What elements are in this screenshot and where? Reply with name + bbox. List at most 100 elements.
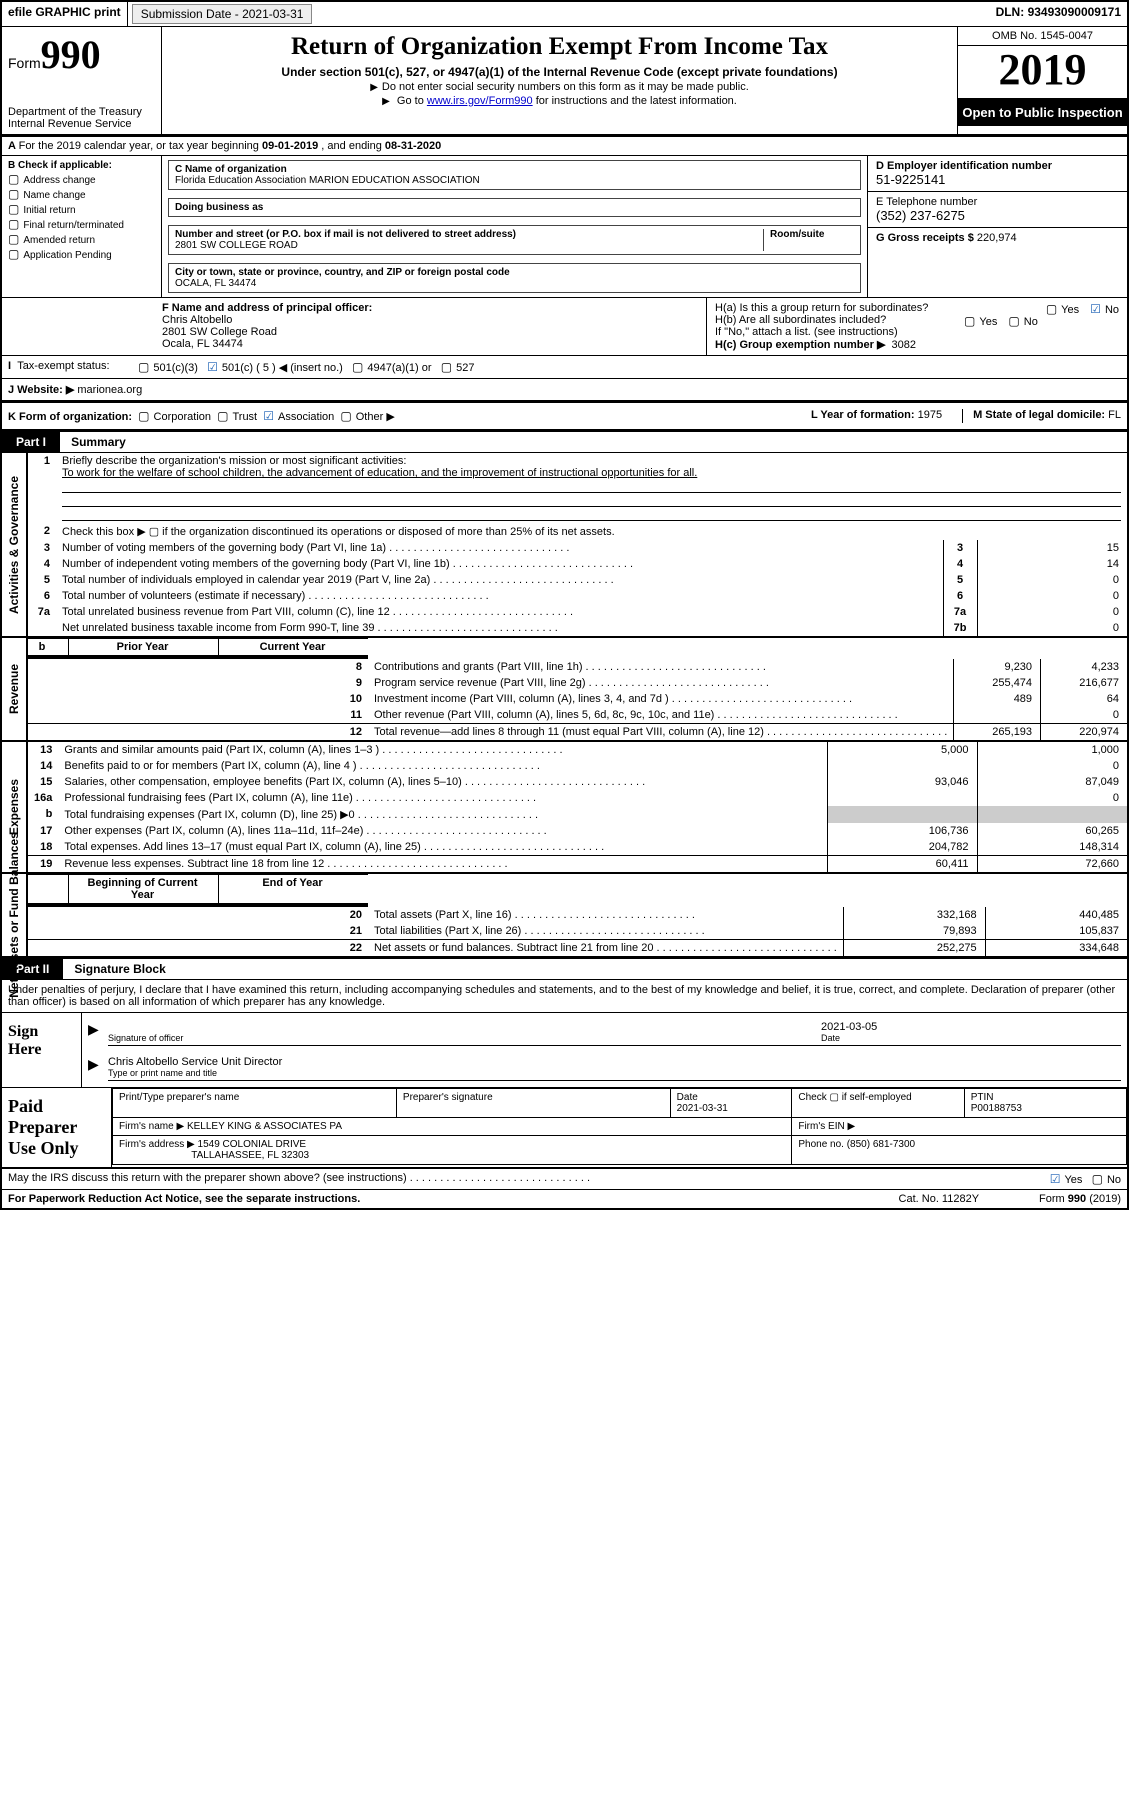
form-header: Form990 Department of the Treasury Inter… [2,27,1127,137]
penalty-statement: Under penalties of perjury, I declare th… [2,980,1127,1013]
line-6-desc: Total number of volunteers (estimate if … [56,588,943,604]
line-a: A For the 2019 calendar year, or tax yea… [2,137,1127,156]
street: 2801 SW COLLEGE ROAD [175,240,298,251]
line-7a-desc: Total unrelated business revenue from Pa… [56,604,943,620]
section-b: B Check if applicable: Address change Na… [2,156,162,297]
header-mid: Return of Organization Exempt From Incom… [162,27,957,134]
line-7a-val: 0 [977,604,1127,620]
row-k: K Form of organization: Corporation Trus… [2,403,1127,432]
chk-final-return[interactable]: Final return/terminated [8,217,155,231]
chk-initial-return[interactable]: Initial return [8,202,155,216]
ha-yes[interactable]: Yes [1046,304,1079,316]
prep-print-name: Print/Type preparer's name [113,1089,397,1118]
prep-sig: Preparer's signature [396,1089,670,1118]
org-name: Florida Education Association MARION EDU… [175,175,480,186]
note-ssn: Do not enter social security numbers on … [168,81,951,93]
line-11-desc: Other revenue (Part VIII, column (A), li… [368,707,954,724]
firm-name: Firm's name ▶ KELLEY KING & ASSOCIATES P… [113,1118,792,1136]
topbar: efile GRAPHIC print Submission Date - 20… [2,2,1127,27]
form-title: Return of Organization Exempt From Incom… [168,33,951,61]
chk-application-pending[interactable]: Application Pending [8,247,155,261]
line-5-val: 0 [977,572,1127,588]
form-990-page: efile GRAPHIC print Submission Date - 20… [0,0,1129,1210]
line-17-desc: Other expenses (Part IX, column (A), lin… [58,823,827,839]
discuss-row: May the IRS discuss this return with the… [2,1169,1127,1190]
form-number: Form990 [8,31,155,78]
m-state: M State of legal domicile: FL [963,409,1121,423]
discuss-yes[interactable]: Yes [1050,1174,1083,1186]
h-c: H(c) Group exemption number ▶ 3082 [715,338,1119,351]
prep-date: Date2021-03-31 [670,1089,792,1118]
ha-no[interactable]: No [1090,304,1119,316]
page-footer: For Paperwork Reduction Act Notice, see … [2,1190,1127,1208]
tax-year: 2019 [958,46,1127,99]
line-10-desc: Investment income (Part VIII, column (A)… [368,691,954,707]
line-5-desc: Total number of individuals employed in … [56,572,943,588]
line-8-desc: Contributions and grants (Part VIII, lin… [368,659,954,675]
h-note: If "No," attach a list. (see instruction… [715,326,1119,338]
line-3-val: 15 [977,540,1127,556]
l-year: L Year of formation: 1975 [811,409,963,423]
chk-amended-return[interactable]: Amended return [8,232,155,246]
firm-phone: Phone no. (850) 681-7300 [792,1136,1127,1165]
phone-block: E Telephone number (352) 237-6275 [868,192,1127,228]
row-f-h: F Name and address of principal officer:… [2,298,1127,356]
submission-date-button[interactable]: Submission Date - 2021-03-31 [132,4,313,24]
k-corp[interactable]: Corporation [138,411,211,423]
i-501c3[interactable]: 501(c)(3) [138,362,198,374]
line-21-desc: Total liabilities (Part X, line 26) [368,923,843,940]
sect-revenue: Revenue bPrior YearCurrent Year 8 Contri… [2,638,1127,742]
i-4947[interactable]: 4947(a)(1) or [352,362,432,374]
section-f: F Name and address of principal officer:… [2,298,707,355]
dept-treasury: Department of the Treasury Internal Reve… [8,106,155,130]
website: marionea.org [77,384,142,396]
street-block: Number and street (or P.O. box if mail i… [168,225,861,255]
line-b-desc: Total fundraising expenses (Part IX, col… [58,806,827,823]
ein-block: D Employer identification number 51-9225… [868,156,1127,192]
note-goto: Go to www.irs.gov/Form990 for instructio… [168,95,951,107]
prep-selfemp[interactable]: Check ▢ if self-employed [792,1089,964,1118]
firm-ein: Firm's EIN ▶ [792,1118,1127,1136]
i-501c[interactable]: 501(c) ( 5 ) ◀ (insert no.) [207,362,343,374]
part2-header: Part II Signature Block [2,959,1127,980]
mission: To work for the welfare of school childr… [62,467,697,479]
line-4-desc: Number of independent voting members of … [56,556,943,572]
org-name-block: C Name of organization Florida Education… [168,160,861,190]
i-527[interactable]: 527 [441,362,475,374]
irs-link[interactable]: www.irs.gov/Form990 [427,95,533,107]
line-22-desc: Net assets or fund balances. Subtract li… [368,940,843,957]
line-19-desc: Revenue less expenses. Subtract line 18 … [58,856,827,873]
discuss-no[interactable]: No [1092,1174,1121,1186]
hb-yes[interactable]: Yes [964,316,997,328]
line-15-desc: Salaries, other compensation, employee b… [58,774,827,790]
section-d-e-g: D Employer identification number 51-9225… [867,156,1127,297]
line-7b-val: 0 [977,620,1127,636]
entity-block: B Check if applicable: Address change Na… [2,156,1127,298]
part1-header: Part I Summary [2,432,1127,453]
officer-name-line: Chris Altobello Service Unit Director Ty… [108,1054,1121,1081]
line-13-desc: Grants and similar amounts paid (Part IX… [58,742,827,758]
dba-block: Doing business as [168,198,861,217]
chk-address-change[interactable]: Address change [8,172,155,186]
summary-table: Activities & Governance 1 Briefly descri… [2,453,1127,959]
line-14-desc: Benefits paid to or for members (Part IX… [58,758,827,774]
section-c: C Name of organization Florida Education… [162,156,867,297]
city: OCALA, FL 34474 [175,278,256,289]
chk-name-change[interactable]: Name change [8,187,155,201]
line-16a-desc: Professional fundraising fees (Part IX, … [58,790,827,806]
prep-ptin: PTINP00188753 [964,1089,1126,1118]
k-trust[interactable]: Trust [217,411,257,423]
k-other[interactable]: Other ▶ [340,411,394,423]
k-assoc[interactable]: Association [263,411,334,423]
signature-block: Under penalties of perjury, I declare th… [2,980,1127,1190]
line-3-desc: Number of voting members of the governin… [56,540,943,556]
sect-expenses: Expenses 13 Grants and similar amounts p… [2,742,1127,874]
header-left: Form990 Department of the Treasury Inter… [2,27,162,134]
efile-label: efile GRAPHIC print [2,2,128,26]
firm-addr: Firm's address ▶ 1549 COLONIAL DRIVE TAL… [113,1136,792,1165]
section-h: H(a) Is this a group return for subordin… [707,298,1127,355]
sect-governance: Activities & Governance 1 Briefly descri… [2,453,1127,638]
form-subtitle: Under section 501(c), 527, or 4947(a)(1)… [168,65,951,79]
line-20-desc: Total assets (Part X, line 16) [368,907,843,923]
hb-no[interactable]: No [1008,316,1037,328]
